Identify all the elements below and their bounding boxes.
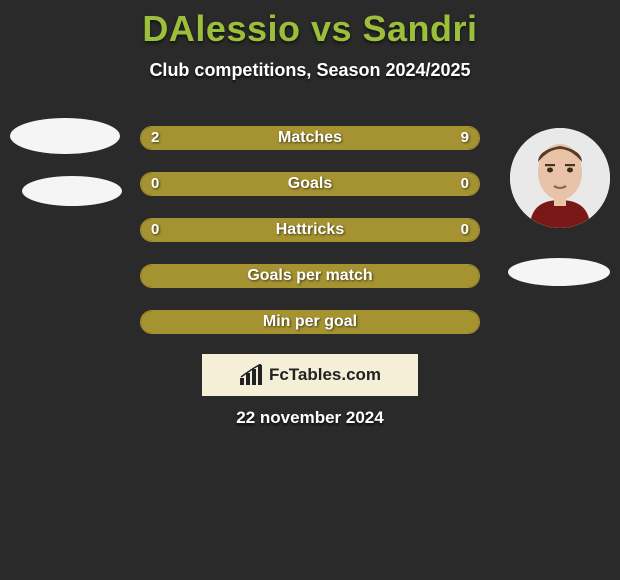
comparison-bars: 29Matches 00Goals 00Hattricks Goals per mat… xyxy=(140,126,480,356)
date-text: 22 november 2024 xyxy=(0,408,620,428)
bar-label: Goals per match xyxy=(141,265,479,287)
bar-row: 00Hattricks xyxy=(140,218,480,242)
page-title: DAlessio vs Sandri xyxy=(0,0,620,50)
bar-row: Goals per match xyxy=(140,264,480,288)
bars-icon xyxy=(239,364,265,386)
player-left-oval-1 xyxy=(10,118,120,154)
bar-label: Min per goal xyxy=(141,311,479,333)
bar-row: Min per goal xyxy=(140,310,480,334)
player-right-avatar xyxy=(510,128,610,228)
bar-label: Goals xyxy=(141,173,479,195)
comparison-card: DAlessio vs Sandri Club competitions, Se… xyxy=(0,0,620,440)
bar-row: 29Matches xyxy=(140,126,480,150)
subtitle: Club competitions, Season 2024/2025 xyxy=(0,60,620,81)
player-right-oval xyxy=(508,258,610,286)
bar-row: 00Goals xyxy=(140,172,480,196)
bar-label: Hattricks xyxy=(141,219,479,241)
bar-label: Matches xyxy=(141,127,479,149)
logo-text: FcTables.com xyxy=(269,365,381,385)
fctables-logo: FcTables.com xyxy=(202,354,418,396)
player-left-oval-2 xyxy=(22,176,122,206)
